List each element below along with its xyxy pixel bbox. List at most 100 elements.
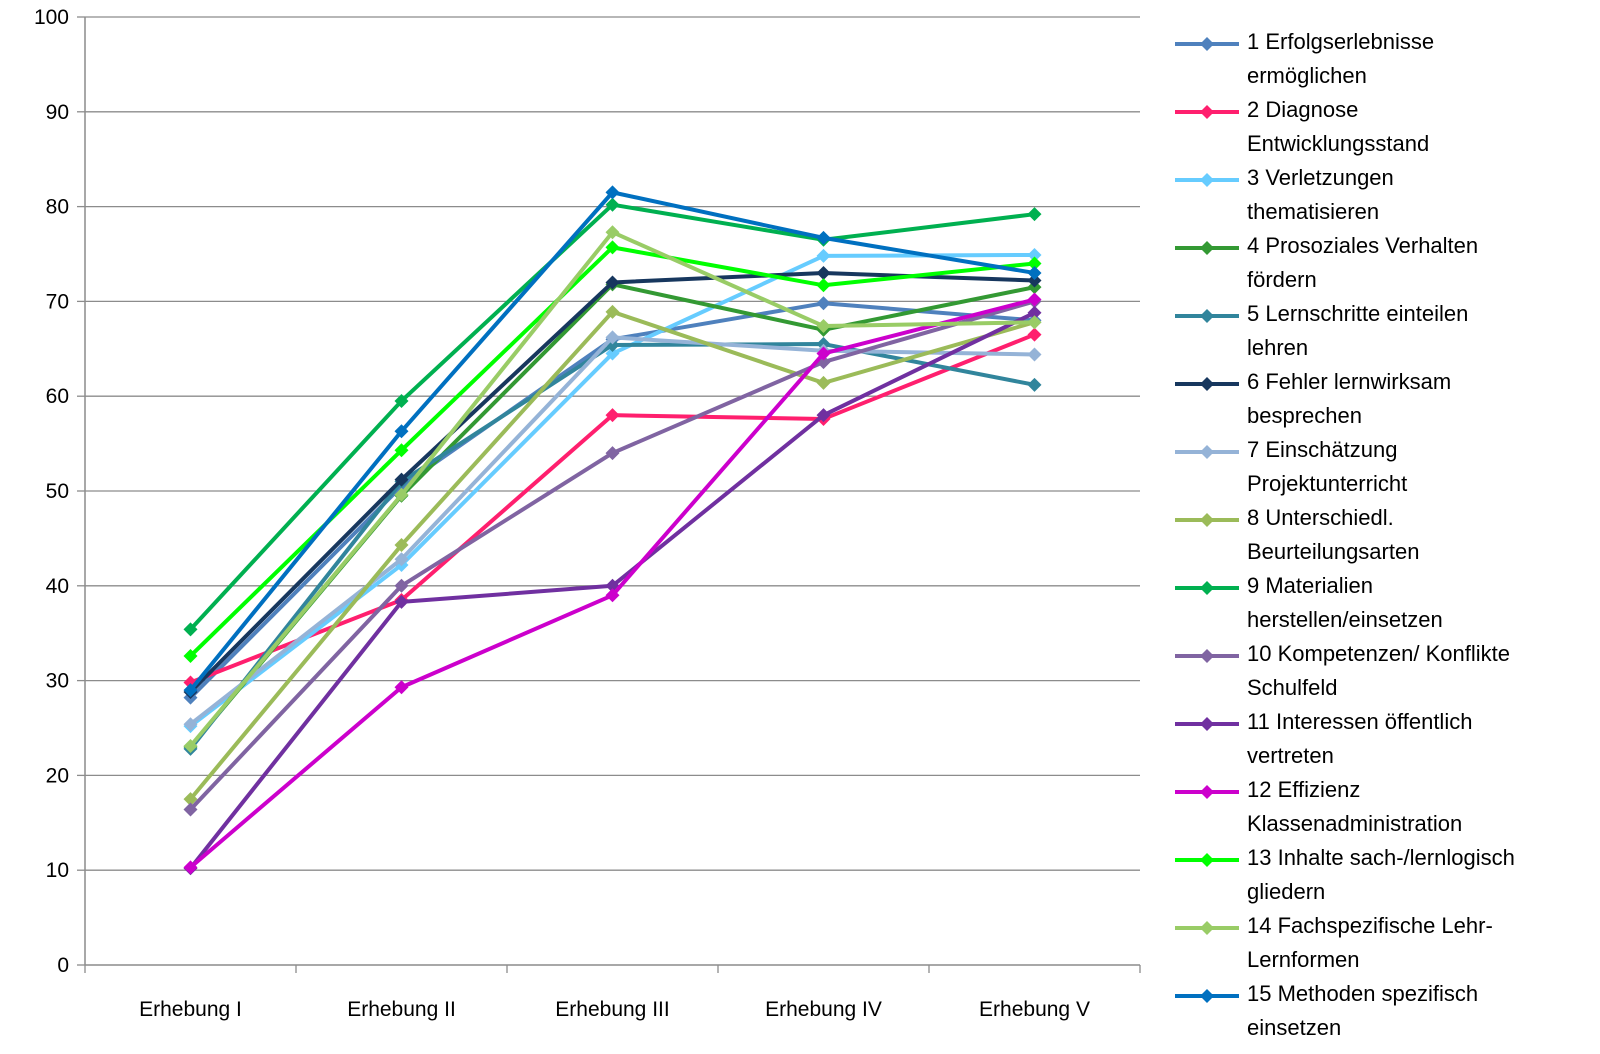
legend-item: 1 Erfolgserlebnisse ermöglichen: [1175, 28, 1595, 96]
data-point: [816, 408, 831, 423]
legend-label: 5 Lernschritte einteilen lehren: [1247, 297, 1577, 365]
data-point: [1027, 315, 1042, 330]
legend-label: 13 Inhalte sach-/lernlogisch gliedern: [1247, 841, 1577, 909]
legend-label-line: 2 Diagnose: [1247, 97, 1359, 122]
legend-item: 3 Verletzungen thematisieren: [1175, 164, 1595, 232]
legend-label: 6 Fehler lernwirksam besprechen: [1247, 365, 1577, 433]
legend-label-line: thematisieren: [1247, 199, 1380, 224]
y-tick-label: 40: [46, 575, 69, 598]
data-point: [816, 319, 831, 334]
series-8: [183, 304, 1042, 807]
data-point: [605, 225, 620, 240]
legend-label-line: einsetzen: [1247, 1015, 1342, 1040]
legend: 1 Erfolgserlebnisse ermöglichen 2 Diagnose…: [1175, 28, 1595, 1048]
y-tick-label: 30: [46, 670, 69, 693]
legend-item: 12 Effizienz Klassenadministration: [1175, 776, 1595, 844]
data-point: [1027, 256, 1042, 271]
x-tick-label: Erhebung I: [139, 998, 242, 1021]
data-point: [394, 487, 409, 502]
data-point: [394, 552, 409, 567]
legend-item: 11 Interessen öffentlich vertreten: [1175, 708, 1595, 776]
data-point: [183, 802, 198, 817]
legend-label-line: gliedern: [1247, 879, 1326, 904]
legend-item: 14 Fachspezifische Lehr- Lernformen: [1175, 912, 1595, 980]
legend-label-line: Schulfeld: [1247, 675, 1338, 700]
data-point: [183, 622, 198, 637]
series-12: [183, 292, 1042, 875]
data-point: [605, 446, 620, 461]
series-line: [188, 190, 1035, 692]
data-point: [394, 538, 409, 553]
legend-label-line: 3 Verletzungen: [1247, 165, 1394, 190]
y-axis-ticks: 0 10 20 30 40 50 60 70 80 90 100: [34, 6, 85, 977]
data-point: [1027, 347, 1042, 362]
legend-label-line: 5 Lernschritte einteilen: [1247, 301, 1469, 326]
legend-swatch: [1175, 436, 1245, 464]
legend-item: 8 Unterschiedl. Beurteilungsarten: [1175, 504, 1595, 572]
legend-label: 3 Verletzungen thematisieren: [1247, 161, 1577, 229]
legend-swatch: [1175, 980, 1245, 1008]
legend-label-line: 12 Effizienz: [1247, 777, 1361, 802]
legend-item: 6 Fehler lernwirksam besprechen: [1175, 368, 1595, 436]
legend-item: 10 Kompetenzen/ Konflikte Schulfeld: [1175, 640, 1595, 708]
data-point: [394, 393, 409, 408]
legend-label: 10 Kompetenzen/ Konflikte Schulfeld: [1247, 637, 1577, 705]
legend-label-line: Entwicklungsstand: [1247, 131, 1430, 156]
data-point: [1027, 292, 1042, 307]
legend-label: 4 Prosoziales Verhalten fördern: [1247, 229, 1577, 297]
legend-item: 13 Inhalte sach-/lernlogisch gliedern: [1175, 844, 1595, 912]
series-line: [189, 299, 1036, 811]
data-point: [1027, 273, 1042, 288]
legend-swatch: [1175, 300, 1245, 328]
data-point: [183, 717, 198, 732]
legend-label-line: 14 Fachspezifische Lehr-: [1247, 913, 1493, 938]
legend-item: 15 Methoden spezifisch einsetzen: [1175, 980, 1595, 1048]
data-point: [1027, 207, 1042, 222]
data-point: [816, 278, 831, 293]
x-tick-label: Erhebung V: [979, 998, 1090, 1021]
legend-label-line: 1 Erfolgserlebnisse: [1247, 29, 1435, 54]
legend-label-line: vertreten: [1247, 743, 1334, 768]
legend-item: 5 Lernschritte einteilen lehren: [1175, 300, 1595, 368]
data-point: [605, 346, 620, 361]
series-group: [183, 185, 1042, 876]
data-point: [816, 375, 831, 390]
legend-label-line: Lernformen: [1247, 947, 1360, 972]
data-point: [183, 860, 198, 875]
legend-label: 15 Methoden spezifisch einsetzen: [1247, 977, 1577, 1045]
legend-label: 1 Erfolgserlebnisse ermöglichen: [1247, 25, 1577, 93]
legend-label-line: 9 Materialien: [1247, 573, 1373, 598]
legend-label-line: ermöglichen: [1247, 63, 1367, 88]
legend-label-line: Klassenadministration: [1247, 811, 1463, 836]
data-point: [1027, 327, 1042, 342]
series-10: [183, 294, 1042, 817]
data-point: [1027, 377, 1042, 392]
data-point: [605, 588, 620, 603]
data-point: [183, 739, 198, 754]
legend-item: 2 Diagnose Entwicklungsstand: [1175, 96, 1595, 164]
legend-swatch: [1175, 572, 1245, 600]
data-point: [605, 185, 620, 200]
data-point: [394, 680, 409, 695]
legend-label: 7 Einschätzung Projektunterricht: [1247, 433, 1577, 501]
gridlines: [85, 16, 1140, 871]
data-point: [605, 330, 620, 345]
legend-label: 2 Diagnose Entwicklungsstand: [1247, 93, 1577, 161]
data-point: [605, 240, 620, 255]
y-tick-label: 0: [57, 954, 69, 977]
legend-label-line: herstellen/einsetzen: [1247, 607, 1443, 632]
y-tick-label: 70: [46, 290, 69, 313]
y-tick-label: 80: [46, 196, 69, 219]
y-tick-label: 100: [34, 6, 69, 29]
legend-label-line: 4 Prosoziales Verhalten: [1247, 233, 1479, 258]
x-tick-label: Erhebung IV: [765, 998, 882, 1021]
data-point: [816, 265, 831, 280]
data-point: [816, 346, 831, 361]
data-point: [394, 443, 409, 458]
data-point: [394, 424, 409, 439]
series-15: [183, 185, 1042, 698]
legend-label-line: 13 Inhalte sach-/lernlogisch: [1247, 845, 1515, 870]
y-tick-label: 90: [46, 101, 69, 124]
legend-label-line: Projektunterricht: [1247, 471, 1408, 496]
